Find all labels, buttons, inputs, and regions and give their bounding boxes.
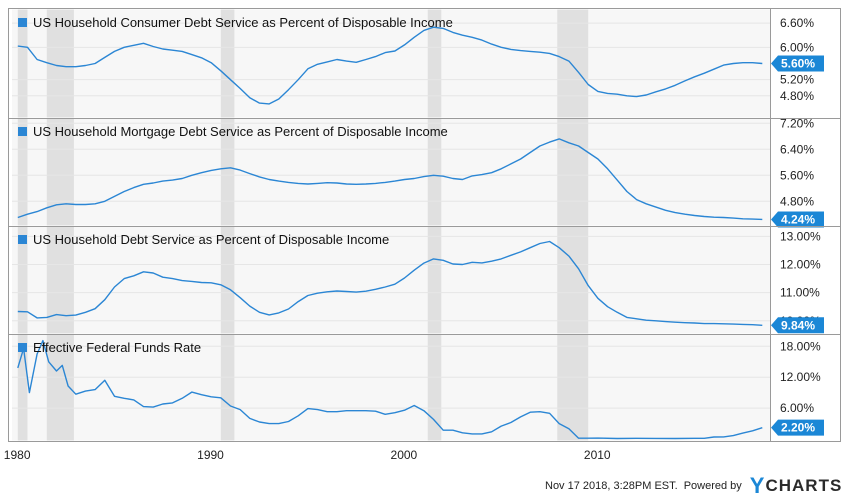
panel-4-title: Effective Federal Funds Rate	[33, 340, 201, 355]
recession-band-4	[427, 118, 442, 226]
legend-swatch-3	[18, 235, 27, 244]
series-line-1	[17, 26, 763, 105]
legend-swatch-2	[18, 127, 27, 136]
y-tick-label: 5.20%	[780, 73, 814, 87]
panel-2-background	[12, 118, 770, 226]
y-tick-label: 4.80%	[780, 194, 814, 208]
x-tick-label: 1990	[197, 448, 224, 462]
recession-band-3	[220, 118, 235, 226]
panel-1-background	[12, 9, 770, 118]
last-value-badge-1	[771, 55, 824, 72]
series-line-3	[17, 240, 763, 326]
y-tick-label: 12.00%	[780, 258, 821, 272]
y-tick-label: 6.00%	[780, 40, 814, 54]
panel-3-background	[12, 226, 770, 334]
series-line-4	[17, 339, 763, 440]
recession-band-3	[220, 334, 235, 441]
last-value-label-4: 2.20%	[781, 421, 815, 435]
y-tick-label: 12.00%	[780, 370, 821, 384]
recession-band-1	[17, 334, 28, 441]
last-value-label-3: 9.84%	[781, 318, 815, 332]
recession-band-5	[557, 226, 589, 334]
ycharts-logo-text: CHARTS	[765, 476, 843, 495]
y-tick-label: 4.80%	[780, 89, 814, 103]
ycharts-logo[interactable]: Y CHARTS	[750, 473, 843, 499]
legend-swatch-4	[18, 343, 27, 352]
recession-band-1	[17, 226, 28, 334]
last-value-badge-3	[771, 317, 824, 334]
footer-timestamp: Nov 17 2018, 3:28PM EST.	[545, 480, 678, 492]
last-value-label-1: 5.60%	[781, 57, 815, 71]
panel-2-title: US Household Mortgage Debt Service as Pe…	[33, 124, 448, 139]
last-value-badge-2	[771, 211, 824, 228]
x-tick-label: 1980	[4, 448, 31, 462]
y-tick-label: 6.00%	[780, 401, 814, 415]
y-tick-label: 7.20%	[780, 116, 814, 130]
y-tick-label: 18.00%	[780, 339, 821, 353]
recession-band-1	[17, 118, 28, 226]
last-value-badge-4	[771, 419, 824, 436]
recession-band-5	[557, 334, 589, 441]
recession-band-4	[427, 334, 442, 441]
y-tick-label: 13.00%	[780, 229, 821, 243]
legend-swatch-1	[18, 18, 27, 27]
recession-band-1	[17, 9, 28, 118]
last-value-label-2: 4.24%	[781, 212, 815, 226]
panel-4-background	[12, 334, 770, 441]
recession-band-3	[220, 9, 235, 118]
recession-band-2	[46, 118, 74, 226]
recession-band-4	[427, 226, 442, 334]
panel-3-title: US Household Debt Service as Percent of …	[33, 232, 389, 247]
series-line-2	[17, 138, 763, 221]
y-tick-label: 6.40%	[780, 142, 814, 156]
x-tick-label: 2010	[584, 448, 611, 462]
footer-powered-by: Powered by	[683, 480, 742, 492]
recession-band-4	[427, 9, 442, 118]
footer: Nov 17 2018, 3:28PM EST. Powered by Y CH…	[545, 473, 843, 499]
recession-band-5	[557, 9, 589, 118]
ycharts-logo-y: Y	[749, 473, 765, 498]
recession-band-3	[220, 226, 235, 334]
y-tick-label: 5.60%	[780, 168, 814, 182]
panel-1-title: US Household Consumer Debt Service as Pe…	[33, 15, 453, 30]
recession-band-5	[557, 118, 589, 226]
y-tick-label: 11.00%	[780, 286, 820, 300]
y-tick-label: 6.60%	[780, 16, 814, 30]
x-tick-label: 2000	[391, 448, 418, 462]
